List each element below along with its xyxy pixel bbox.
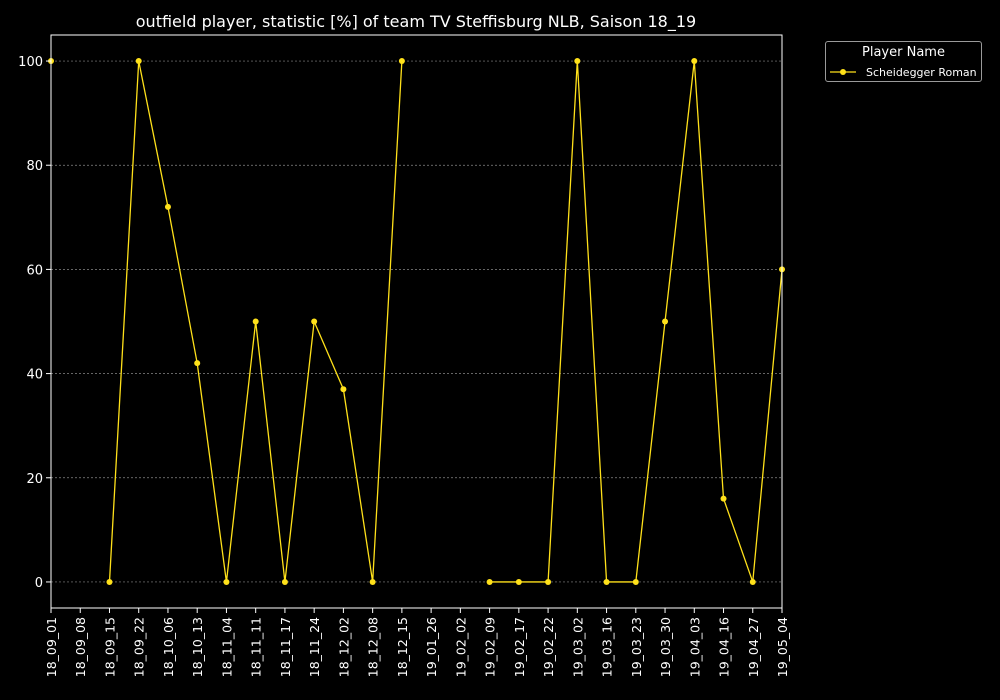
x-tick-label: 19_02_02 — [453, 617, 468, 677]
plot-area-frame — [50, 34, 783, 609]
data-point — [369, 578, 376, 585]
grid-lines — [51, 60, 782, 583]
series-line — [489, 60, 783, 583]
x-tick-label: 19_04_27 — [746, 617, 761, 677]
data-point — [574, 58, 581, 65]
data-point — [135, 58, 142, 65]
x-tick-label: 19_05_04 — [775, 617, 790, 677]
data-point — [252, 318, 259, 325]
x-tick-label: 18_09_22 — [132, 617, 147, 677]
x-tick-label: 18_11_11 — [249, 617, 264, 677]
x-tick-label: 18_11_17 — [278, 617, 293, 677]
data-point — [340, 386, 347, 393]
y-tick-label: 80 — [26, 159, 43, 174]
x-tick-label: 18_12_08 — [366, 617, 381, 677]
x-tick-label: 19_02_17 — [512, 617, 527, 677]
x-tick-label: 18_10_06 — [161, 617, 176, 677]
x-tick-label: 19_04_03 — [687, 617, 702, 677]
y-tick-label: 60 — [26, 263, 43, 278]
legend: Player Name Scheidegger Roman — [825, 41, 982, 82]
legend-title: Player Name — [862, 45, 945, 60]
x-tick-label: 19_01_26 — [424, 617, 439, 677]
x-tick-label: 18_09_15 — [102, 617, 117, 677]
x-tick-label: 18_11_24 — [307, 617, 322, 677]
y-tick-label: 0 — [35, 576, 43, 591]
x-tick-label: 18_09_01 — [44, 617, 59, 677]
x-tick-label: 18_09_08 — [73, 617, 88, 677]
x-axis: 18_09_01 18_09_08 18_09_15 18_09_22 18_10_06… — [44, 608, 790, 677]
data-point — [281, 578, 288, 585]
legend-swatch — [830, 69, 856, 75]
y-tick-label: 40 — [26, 368, 43, 383]
y-tick-label: 100 — [18, 55, 43, 70]
x-tick-label: 18_12_15 — [395, 617, 410, 677]
x-tick-label: 18_11_04 — [219, 617, 234, 677]
legend-entry: Scheidegger Roman — [830, 65, 980, 79]
data-point — [515, 578, 522, 585]
series-layer — [48, 58, 785, 585]
data-point — [398, 58, 405, 65]
data-point — [164, 203, 171, 210]
legend-label: Scheidegger Roman — [866, 66, 977, 79]
y-tick-label: 20 — [26, 472, 43, 487]
data-point — [749, 578, 756, 585]
x-tick-label: 19_03_16 — [600, 617, 615, 677]
data-point — [223, 578, 230, 585]
x-tick-label: 18_10_13 — [190, 617, 205, 677]
x-tick-label: 19_03_30 — [658, 617, 673, 677]
x-tick-label: 19_03_02 — [570, 617, 585, 677]
x-tick-label: 19_02_09 — [483, 617, 498, 677]
data-point — [603, 578, 610, 585]
data-point — [662, 318, 669, 325]
x-tick-label: 19_04_16 — [717, 617, 732, 677]
data-point — [720, 495, 727, 502]
x-tick-label: 18_12_02 — [336, 617, 351, 677]
data-point — [194, 360, 201, 367]
x-tick-label: 19_02_22 — [541, 617, 556, 677]
data-point — [545, 578, 552, 585]
data-point — [106, 578, 113, 585]
data-point — [632, 578, 639, 585]
x-tick-label: 19_03_23 — [629, 617, 644, 677]
data-point — [311, 318, 318, 325]
data-point — [486, 578, 493, 585]
y-axis: 0 20 40 60 80 100 — [18, 55, 51, 591]
chart-title: outfield player, statistic [%] of team T… — [136, 12, 696, 32]
data-point — [691, 58, 698, 65]
